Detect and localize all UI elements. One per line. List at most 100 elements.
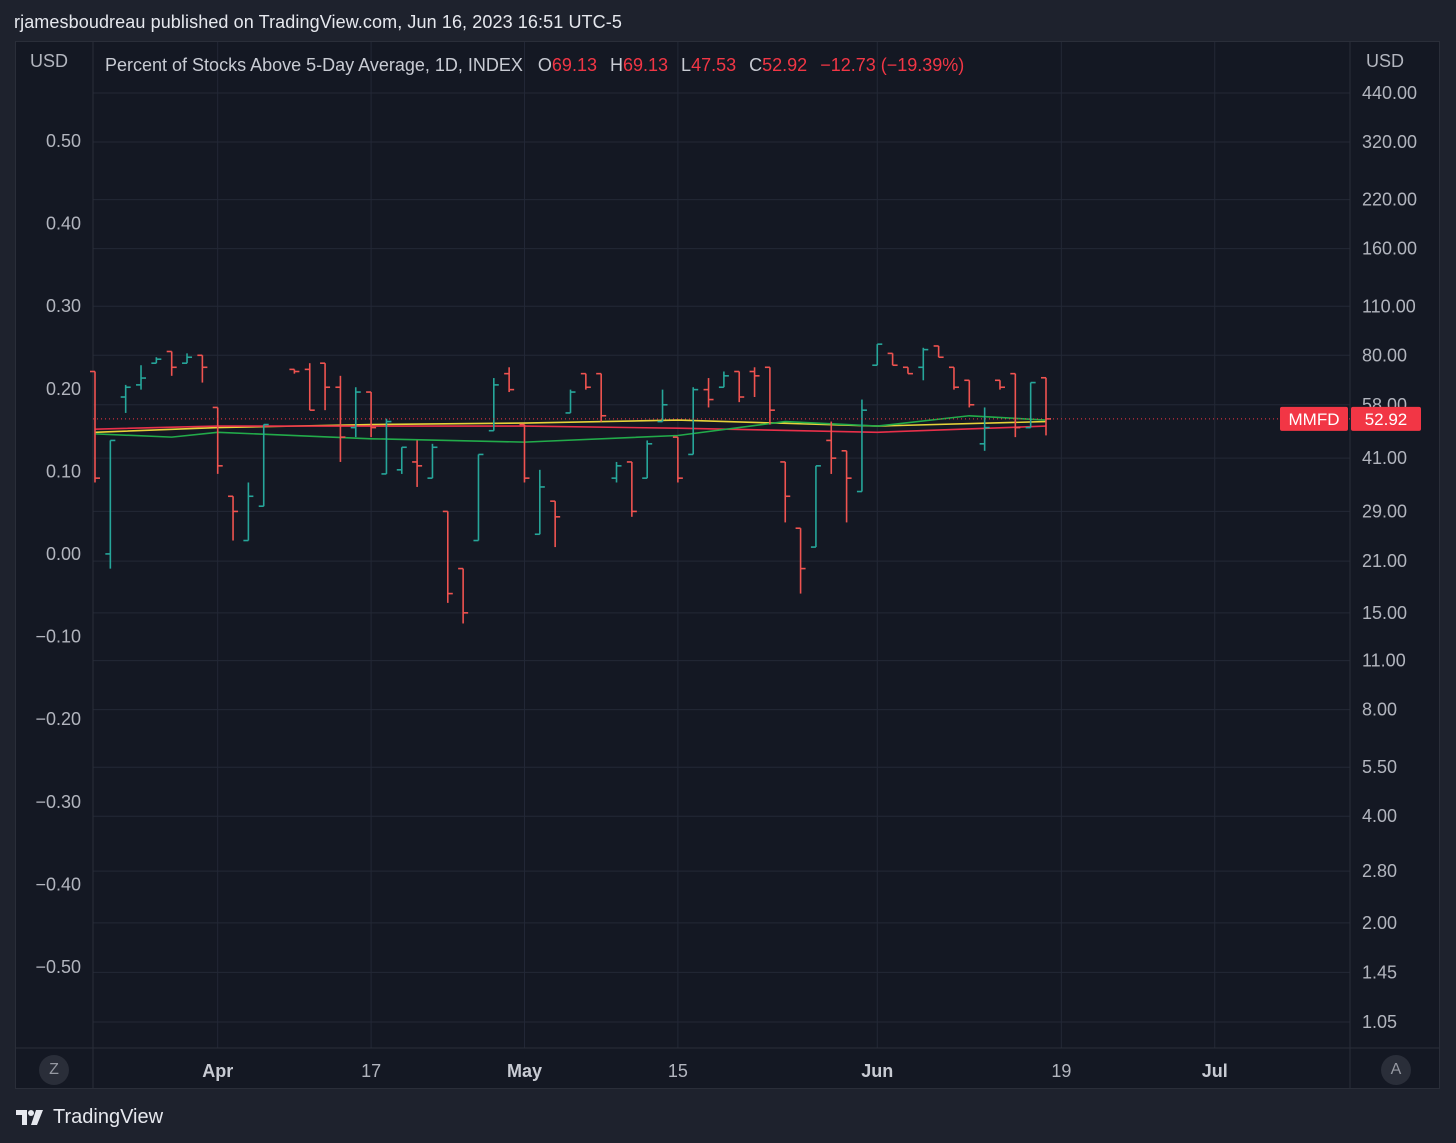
left-axis-tick-label: −0.40 [35, 874, 81, 894]
ohlc-bar[interactable] [258, 423, 269, 508]
ohlc-bar[interactable] [1041, 376, 1051, 436]
ohlc-bar[interactable] [304, 363, 315, 411]
symbol-badge [1280, 406, 1348, 431]
ohlc-bar[interactable] [90, 370, 100, 483]
ohlc-bar[interactable] [826, 421, 837, 474]
ohlc-bar[interactable] [902, 366, 913, 375]
left-axis-tick-label: −0.30 [35, 792, 81, 812]
right-axis-tick-label: 1.05 [1362, 1012, 1397, 1032]
ohlc-bar[interactable] [320, 362, 331, 411]
ohlc-bar[interactable] [366, 391, 377, 438]
time-axis: Apr 17 May 15 Jun 19 Jul [202, 1061, 1228, 1081]
ohlc-bar[interactable] [519, 423, 530, 483]
ohlc-bar[interactable] [565, 389, 576, 414]
left-axis-tick-label: 0.20 [46, 379, 81, 399]
ohlc-bar[interactable] [734, 370, 745, 403]
ohlc-bar[interactable] [979, 407, 990, 451]
ohlc-bar[interactable] [718, 371, 729, 389]
ohlc-bar[interactable] [182, 353, 193, 364]
ohlc-bar[interactable] [688, 387, 699, 456]
chart-frame[interactable] [15, 41, 1440, 1089]
ohlc-bar[interactable] [166, 350, 177, 376]
ohlc-bar[interactable] [243, 482, 254, 542]
ohlc-bar[interactable] [642, 440, 653, 479]
ohlc-bar[interactable] [764, 366, 775, 425]
right-axis-tick-label: 29.00 [1362, 501, 1407, 521]
legend-change: −12.73 (−19.39%) [820, 55, 964, 75]
price-badges: MMFD 52.92 [1280, 406, 1421, 431]
ohlc-bar[interactable] [611, 461, 622, 483]
right-axis-tick-label: 11.00 [1362, 651, 1406, 671]
ohlc-bar[interactable] [350, 387, 361, 438]
ohlc-bar[interactable] [703, 378, 714, 408]
ohlc-bar[interactable] [856, 399, 867, 493]
ohlc-bar[interactable] [120, 384, 131, 413]
ohlc-bar[interactable] [580, 372, 591, 390]
ohlc-bar[interactable] [948, 366, 959, 390]
chart-grid [15, 42, 1440, 1089]
legend-open-label: O [538, 55, 552, 75]
ohlc-bar[interactable] [810, 465, 821, 548]
ohlc-bar[interactable] [872, 343, 883, 367]
ohlc-bar[interactable] [795, 527, 806, 594]
ohlc-bar[interactable] [626, 461, 637, 517]
brand-name: TradingView [53, 1105, 164, 1128]
ohlc-bar[interactable] [228, 495, 239, 541]
legend-close-label: C [749, 55, 762, 75]
ohlc-bar[interactable] [1010, 372, 1021, 438]
ohlc-bar[interactable] [780, 461, 791, 523]
right-axis-tick-label: 160.00 [1362, 239, 1417, 259]
ohlc-bar[interactable] [427, 443, 438, 479]
right-axis-tick-label: 15.00 [1362, 603, 1407, 623]
time-axis-tick-label: May [507, 1061, 542, 1081]
ohlc-bar[interactable] [504, 367, 515, 393]
ohlc-bar[interactable] [136, 365, 147, 390]
ohlc-bar[interactable] [458, 567, 469, 624]
ohlc-bar[interactable] [412, 440, 423, 487]
ohlc-bar[interactable] [550, 500, 561, 548]
right-axis-currency: USD [1366, 51, 1404, 71]
left-axis-tick-label: 0.00 [46, 544, 81, 564]
last-price-badge-label: 52.92 [1365, 410, 1408, 429]
legend-high-value: 69.13 [623, 55, 668, 75]
ohlc-bar[interactable] [335, 375, 346, 462]
left-axis-tick-label: 0.40 [46, 214, 81, 234]
ohlc-bar[interactable] [212, 406, 223, 474]
right-price-axis: 440.00320.00220.00160.00110.0080.0058.00… [1362, 83, 1417, 1032]
ohlc-bar[interactable] [473, 453, 484, 542]
auto-scale-a-button[interactable]: A [1381, 1055, 1411, 1085]
ohlc-bar[interactable] [1025, 381, 1036, 429]
ohlc-bar[interactable] [964, 379, 975, 408]
left-price-axis: 0.50 0.40 0.30 0.20 0.10 0.00 −0.10 −0.20 −0.30 −… [35, 131, 81, 977]
ohlc-bar[interactable] [657, 389, 668, 423]
time-axis-tick-label: 17 [361, 1061, 381, 1081]
legend-open-value: 69.13 [552, 55, 597, 75]
ohlc-bar[interactable] [197, 354, 208, 383]
chart-legend: Percent of Stocks Above 5-Day Average, 1… [105, 55, 964, 75]
right-axis-tick-label: 440.00 [1362, 83, 1417, 103]
ohlc-bar[interactable] [933, 345, 944, 359]
ohlc-bar[interactable] [396, 446, 407, 474]
moving-average-green [94, 414, 1047, 443]
ohlc-bar[interactable] [749, 367, 760, 398]
right-axis-tick-label: 110.00 [1362, 296, 1416, 316]
ohlc-bar[interactable] [534, 469, 545, 536]
ohlc-bar[interactable] [151, 357, 162, 364]
ohlc-bar[interactable] [488, 378, 499, 432]
ohlc-bar[interactable] [994, 379, 1005, 390]
ohlc-bar[interactable] [672, 436, 683, 483]
auto-scale-z-button[interactable]: Z [39, 1055, 69, 1085]
left-axis-tick-label: −0.20 [35, 709, 81, 729]
right-axis-tick-label: 1.45 [1362, 962, 1397, 982]
ohlc-bar[interactable] [596, 372, 607, 422]
ohlc-bar[interactable] [918, 347, 929, 381]
right-axis-tick-label: 41.00 [1362, 448, 1407, 468]
ohlc-bar[interactable] [841, 450, 852, 523]
ohlc-bar[interactable] [381, 418, 392, 475]
ohlc-bar[interactable] [442, 510, 453, 603]
ohlc-bar[interactable] [289, 368, 300, 374]
ohlc-bar[interactable] [105, 439, 116, 569]
time-axis-tick-label: 19 [1051, 1061, 1071, 1081]
ohlc-bar[interactable] [887, 352, 898, 367]
